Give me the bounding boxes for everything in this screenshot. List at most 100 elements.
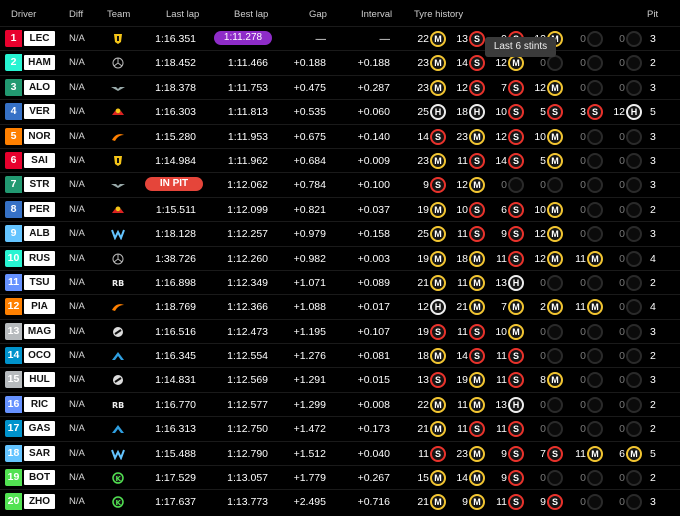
- tyre-stint[interactable]: 0: [565, 372, 603, 389]
- tyre-stint[interactable]: 21 M: [447, 299, 485, 316]
- table-row[interactable]: 18 SAR N/A 1:15.488 1:12.790 +1.512 +0.040 11 S 2…: [0, 440, 680, 465]
- tyre-stint[interactable]: 0: [525, 348, 563, 365]
- driver-badge[interactable]: 10 RUS: [5, 249, 57, 267]
- tyre-stint[interactable]: 10 S: [486, 104, 524, 121]
- tyre-stint[interactable]: 0: [565, 31, 603, 47]
- header-interval[interactable]: Interval: [361, 9, 393, 20]
- tyre-stint[interactable]: 13 S: [447, 31, 485, 47]
- tyre-stint[interactable]: 0: [525, 470, 563, 487]
- tyre-stint[interactable]: 14 S: [447, 55, 485, 72]
- tyre-stint[interactable]: 0: [604, 348, 642, 365]
- tyre-stint[interactable]: 0: [565, 201, 603, 218]
- tyre-stint[interactable]: 23 M: [408, 55, 446, 72]
- tyre-stint[interactable]: 0: [565, 79, 603, 96]
- tyre-stint[interactable]: 11 S: [447, 421, 485, 438]
- tyre-stint[interactable]: 23 M: [447, 128, 485, 145]
- tyre-stint[interactable]: 18 M: [447, 250, 485, 267]
- tyre-stint[interactable]: 0: [604, 396, 642, 413]
- header-diff[interactable]: Diff: [69, 9, 84, 20]
- tyre-stint[interactable]: 0: [565, 152, 603, 169]
- tyre-stint[interactable]: 0: [565, 348, 603, 365]
- tyre-stint[interactable]: 0: [525, 396, 563, 413]
- table-row[interactable]: 11 TSU N/A RB 1:16.898 1:12.349 +1.071 +0.089 21…: [0, 269, 680, 294]
- tyre-stint[interactable]: 11 M: [447, 396, 485, 413]
- tyre-stint[interactable]: 10 S: [447, 201, 485, 218]
- tyre-stint[interactable]: 19 M: [447, 372, 485, 389]
- tyre-stint[interactable]: 11 S: [447, 226, 485, 243]
- table-row[interactable]: 3 ALO N/A 1:18.378 1:11.753 +0.475 +0.287 23 M 12…: [0, 74, 680, 99]
- table-row[interactable]: 13 MAG N/A 1:16.516 1:12.473 +1.195 +0.107 19 S 1…: [0, 318, 680, 343]
- driver-badge[interactable]: 5 NOR: [5, 127, 57, 145]
- tyre-stint[interactable]: 15 M: [408, 470, 446, 487]
- table-row[interactable]: 7 STR N/A IN PIT 1:12.062 +0.784 +0.100 9 S 12 M 0 0…: [0, 172, 680, 196]
- tyre-stint[interactable]: 13 S: [408, 372, 446, 389]
- header-driver[interactable]: Driver: [11, 9, 37, 20]
- driver-badge[interactable]: 11 TSU: [5, 273, 57, 291]
- tyre-stint[interactable]: 18 H: [447, 104, 485, 121]
- header-team[interactable]: Team: [107, 9, 131, 20]
- driver-badge[interactable]: 6 SAI: [5, 151, 57, 169]
- tyre-stint[interactable]: 11 S: [486, 250, 524, 267]
- tyre-stint[interactable]: 0: [565, 494, 603, 511]
- tyre-stint[interactable]: 23 M: [447, 445, 485, 462]
- table-row[interactable]: 8 PER N/A 1:15.511 1:12.099 +0.821 +0.037 19 M 10…: [0, 196, 680, 221]
- tyre-stint[interactable]: 0: [604, 79, 642, 96]
- tyre-stint[interactable]: 12 S: [447, 79, 485, 96]
- driver-badge[interactable]: 19 BOT: [5, 469, 57, 487]
- driver-badge[interactable]: 13 MAG: [5, 322, 57, 340]
- driver-badge[interactable]: 12 PIA: [5, 298, 57, 316]
- tyre-stint[interactable]: 22 M: [408, 31, 446, 47]
- tyre-stint[interactable]: 21 M: [408, 274, 446, 291]
- table-row[interactable]: 20 ZHO N/A K 1:17.637 1:13.773 +2.495 +0.716 21 M…: [0, 489, 680, 513]
- tyre-stint[interactable]: 0: [565, 421, 603, 438]
- tyre-stint[interactable]: 0: [604, 323, 642, 340]
- tyre-stint[interactable]: 13 H: [486, 274, 524, 291]
- tyre-stint[interactable]: 0: [565, 323, 603, 340]
- header-tyre-history[interactable]: Tyre history: [414, 9, 464, 20]
- tyre-stint[interactable]: 0: [525, 274, 563, 291]
- tyre-stint[interactable]: 0: [525, 55, 563, 72]
- tyre-stint[interactable]: 11 S: [408, 445, 446, 462]
- tyre-stint[interactable]: 21 M: [408, 494, 446, 511]
- header-gap[interactable]: Gap: [309, 9, 327, 20]
- tyre-stint[interactable]: 11 M: [565, 250, 603, 267]
- driver-badge[interactable]: 1 LEC: [5, 30, 57, 47]
- tyre-stint[interactable]: 19 M: [408, 201, 446, 218]
- table-row[interactable]: 10 RUS N/A 1:38.726 1:12.260 +0.982 +0.003 19 M 1…: [0, 245, 680, 270]
- tyre-stint[interactable]: 11 M: [565, 445, 603, 462]
- driver-badge[interactable]: 16 RIC: [5, 395, 57, 413]
- tyre-stint[interactable]: 0: [565, 470, 603, 487]
- tyre-stint[interactable]: 0: [525, 177, 563, 194]
- table-row[interactable]: 12 PIA N/A 1:18.769 1:12.366 +1.088 +0.017 12 H 2…: [0, 294, 680, 318]
- driver-badge[interactable]: 3 ALO: [5, 78, 57, 96]
- table-row[interactable]: 16 RIC N/A RB 1:16.770 1:12.577 +1.299 +0.008 22…: [0, 391, 680, 416]
- tyre-stint[interactable]: 14 S: [447, 348, 485, 365]
- tyre-stint[interactable]: 19 M: [408, 250, 446, 267]
- tyre-stint[interactable]: 0: [565, 55, 603, 72]
- tyre-stint[interactable]: 0: [604, 274, 642, 291]
- driver-badge[interactable]: 20 ZHO: [5, 493, 57, 511]
- tyre-stint[interactable]: 14 M: [447, 470, 485, 487]
- tyre-stint[interactable]: 11 S: [486, 348, 524, 365]
- tyre-stint[interactable]: 13 H: [486, 396, 524, 413]
- tyre-stint[interactable]: 0: [604, 421, 642, 438]
- tyre-stint[interactable]: 0: [565, 226, 603, 243]
- tyre-stint[interactable]: 10 M: [525, 201, 563, 218]
- table-row[interactable]: 5 NOR N/A 1:15.280 1:11.953 +0.675 +0.140 14 S 23…: [0, 123, 680, 148]
- tyre-stint[interactable]: 0: [604, 250, 642, 267]
- driver-badge[interactable]: 7 STR: [5, 176, 57, 194]
- tyre-stint[interactable]: 0: [604, 55, 642, 72]
